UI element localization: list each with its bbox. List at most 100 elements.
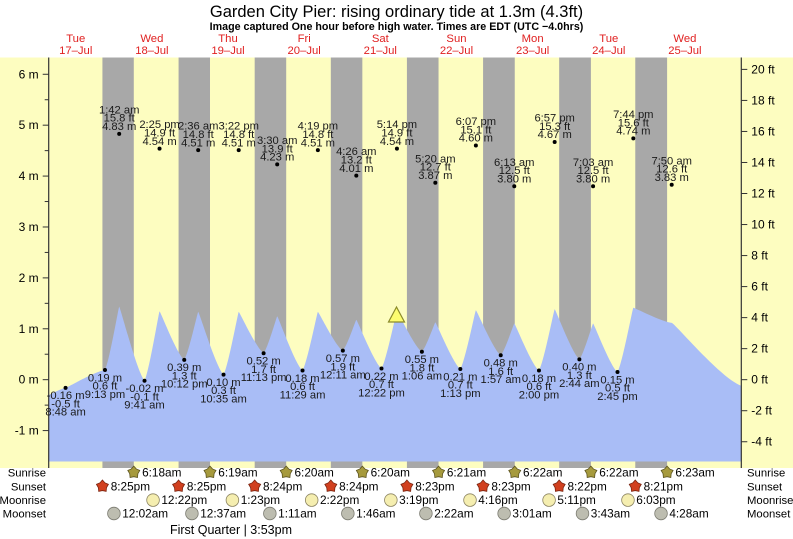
svg-text:8:23pm: 8:23pm	[415, 479, 455, 493]
svg-text:4.51 m: 4.51 m	[301, 137, 335, 149]
svg-text:Moonset: Moonset	[747, 509, 791, 521]
svg-text:2:45 pm: 2:45 pm	[597, 391, 637, 403]
svg-text:11:29 am: 11:29 am	[280, 389, 326, 401]
svg-text:4:28am: 4:28am	[669, 507, 709, 521]
svg-text:3:19pm: 3:19pm	[399, 493, 439, 507]
svg-text:Thu: Thu	[218, 33, 237, 45]
svg-text:4.74 m: 4.74 m	[616, 126, 650, 138]
svg-text:Moonset: Moonset	[3, 509, 47, 521]
svg-text:12:11 am: 12:11 am	[320, 370, 366, 382]
svg-text:6:23am: 6:23am	[675, 465, 715, 479]
svg-text:1 m: 1 m	[19, 322, 39, 336]
svg-text:11:13 pm: 11:13 pm	[241, 372, 287, 384]
svg-text:4:16pm: 4:16pm	[478, 493, 518, 507]
svg-text:6:20am: 6:20am	[371, 465, 411, 479]
svg-text:3 m: 3 m	[19, 220, 39, 234]
svg-text:Tue: Tue	[66, 33, 85, 45]
svg-text:4.54 m: 4.54 m	[142, 136, 176, 148]
svg-text:4.01 m: 4.01 m	[339, 163, 373, 175]
svg-text:12:22pm: 12:22pm	[161, 493, 207, 507]
svg-text:10:12 pm: 10:12 pm	[161, 379, 208, 391]
svg-text:2:44 am: 2:44 am	[559, 378, 599, 390]
svg-text:3.87 m: 3.87 m	[418, 170, 452, 182]
svg-text:Wed: Wed	[140, 33, 163, 45]
svg-text:18 ft: 18 ft	[751, 93, 775, 107]
svg-text:Sunrise: Sunrise	[747, 467, 785, 479]
svg-text:4.67 m: 4.67 m	[538, 129, 572, 141]
svg-text:4.51 m: 4.51 m	[181, 137, 215, 149]
svg-text:-1 m: -1 m	[15, 424, 39, 438]
svg-text:8:25pm: 8:25pm	[111, 479, 151, 493]
svg-text:12:37am: 12:37am	[200, 507, 246, 521]
svg-text:4.51 m: 4.51 m	[222, 137, 256, 149]
svg-text:21–Jul: 21–Jul	[364, 45, 397, 57]
svg-text:8:24pm: 8:24pm	[263, 479, 303, 493]
svg-text:Image captured One hour before: Image captured One hour before high wate…	[210, 21, 584, 33]
svg-text:20 ft: 20 ft	[751, 62, 775, 76]
svg-text:12:22 pm: 12:22 pm	[358, 387, 405, 399]
svg-text:3.83 m: 3.83 m	[655, 172, 689, 184]
svg-text:8:21pm: 8:21pm	[644, 479, 684, 493]
svg-text:-2 ft: -2 ft	[751, 404, 772, 418]
svg-text:6:21am: 6:21am	[447, 465, 487, 479]
svg-text:22–Jul: 22–Jul	[440, 45, 473, 57]
svg-text:25–Jul: 25–Jul	[668, 45, 701, 57]
svg-text:3.80 m: 3.80 m	[497, 173, 531, 185]
svg-text:17–Jul: 17–Jul	[59, 45, 92, 57]
svg-text:6:03pm: 6:03pm	[636, 493, 676, 507]
svg-text:First Quarter | 3:53pm: First Quarter | 3:53pm	[170, 523, 292, 537]
svg-text:8:23pm: 8:23pm	[491, 479, 531, 493]
svg-text:12:02am: 12:02am	[122, 507, 168, 521]
svg-text:8:22pm: 8:22pm	[567, 479, 607, 493]
svg-text:1:11am: 1:11am	[278, 507, 317, 521]
svg-text:4 ft: 4 ft	[751, 311, 768, 325]
svg-text:8:24pm: 8:24pm	[339, 479, 379, 493]
svg-text:20–Jul: 20–Jul	[288, 45, 321, 57]
svg-text:Sunset: Sunset	[11, 481, 47, 493]
svg-text:2 m: 2 m	[19, 271, 39, 285]
svg-text:0 ft: 0 ft	[751, 373, 768, 387]
svg-text:9:13 pm: 9:13 pm	[85, 389, 125, 401]
svg-text:2:22am: 2:22am	[434, 507, 474, 521]
svg-text:3.80 m: 3.80 m	[576, 173, 610, 185]
svg-text:1:06 am: 1:06 am	[402, 371, 442, 383]
svg-text:Sat: Sat	[372, 33, 390, 45]
svg-text:4.60 m: 4.60 m	[459, 133, 493, 145]
svg-text:10 ft: 10 ft	[751, 218, 775, 232]
svg-text:2:00 pm: 2:00 pm	[519, 389, 559, 401]
svg-text:Mon: Mon	[522, 33, 544, 45]
svg-text:12 ft: 12 ft	[751, 187, 775, 201]
svg-text:Moonrise: Moonrise	[0, 495, 46, 507]
svg-text:6:20am: 6:20am	[294, 465, 334, 479]
svg-text:16 ft: 16 ft	[751, 124, 775, 138]
svg-text:Wed: Wed	[673, 33, 696, 45]
svg-text:-4 ft: -4 ft	[751, 435, 772, 449]
svg-text:24–Jul: 24–Jul	[592, 45, 625, 57]
svg-text:8 ft: 8 ft	[751, 249, 768, 263]
svg-text:Tue: Tue	[599, 33, 618, 45]
svg-text:2 ft: 2 ft	[751, 342, 768, 356]
svg-text:3:43am: 3:43am	[591, 507, 631, 521]
svg-text:Sunrise: Sunrise	[8, 467, 46, 479]
svg-text:4.23 m: 4.23 m	[260, 152, 294, 164]
svg-text:5:11pm: 5:11pm	[557, 493, 596, 507]
svg-text:1:13 pm: 1:13 pm	[440, 388, 480, 400]
svg-text:6:22am: 6:22am	[523, 465, 563, 479]
svg-text:5 m: 5 m	[19, 118, 39, 132]
svg-text:14 ft: 14 ft	[751, 155, 775, 169]
svg-text:18–Jul: 18–Jul	[135, 45, 168, 57]
svg-text:19–Jul: 19–Jul	[211, 45, 244, 57]
svg-text:6 ft: 6 ft	[751, 280, 768, 294]
svg-text:3:01am: 3:01am	[512, 507, 552, 521]
svg-text:Moonrise: Moonrise	[747, 495, 793, 507]
svg-text:Sun: Sun	[446, 33, 466, 45]
svg-text:1:23pm: 1:23pm	[241, 493, 281, 507]
svg-text:0 m: 0 m	[19, 373, 39, 387]
svg-text:4.54 m: 4.54 m	[380, 136, 414, 148]
svg-text:6:18am: 6:18am	[142, 465, 182, 479]
svg-text:2:22pm: 2:22pm	[320, 493, 360, 507]
svg-text:9:41 am: 9:41 am	[124, 400, 164, 412]
svg-text:8:48 am: 8:48 am	[45, 407, 85, 419]
svg-text:1:46am: 1:46am	[356, 507, 396, 521]
svg-text:10:35 am: 10:35 am	[200, 393, 247, 405]
